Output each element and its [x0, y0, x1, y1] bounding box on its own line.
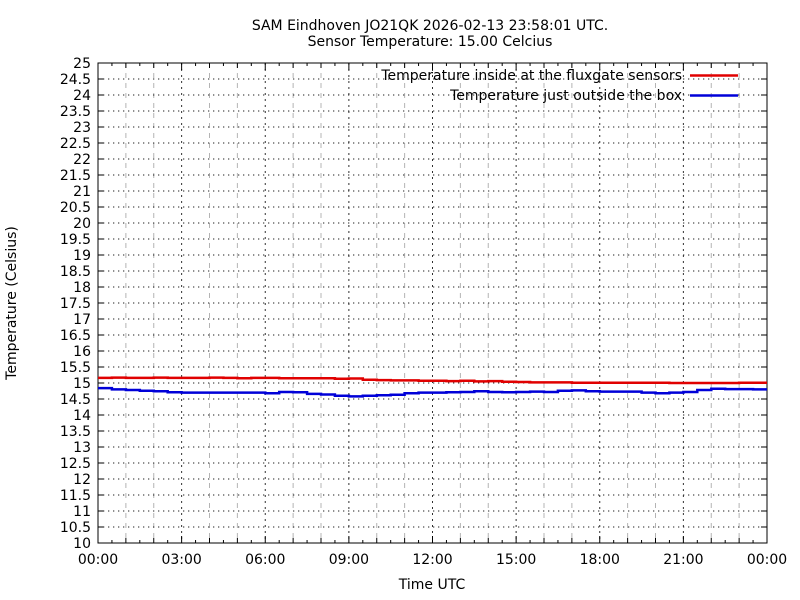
y-tick-label: 11	[73, 504, 91, 520]
y-tick-label: 13.5	[60, 424, 91, 440]
y-tick-label: 20	[73, 216, 91, 232]
x-tick-label: 00:00	[747, 552, 787, 568]
legend-label-inside: Temperature inside at the fluxgate senso…	[380, 68, 682, 84]
y-tick-label: 19.5	[60, 232, 91, 248]
data-series	[98, 376, 767, 398]
y-tick-label: 21	[73, 184, 91, 200]
y-tick-labels: 1010.51111.51212.51313.51414.51515.51616…	[60, 56, 91, 552]
x-axis-label: Time UTC	[398, 577, 466, 593]
y-tick-label: 12.5	[60, 456, 91, 472]
y-tick-label: 17	[73, 312, 91, 328]
y-tick-label: 23.5	[60, 104, 91, 120]
x-tick-label: 12:00	[412, 552, 452, 568]
y-tick-label: 18.5	[60, 264, 91, 280]
y-tick-label: 22	[73, 152, 91, 168]
y-tick-label: 15.5	[60, 360, 91, 376]
y-tick-label: 23	[73, 120, 91, 136]
x-tick-label: 00:00	[78, 552, 118, 568]
y-tick-label: 14.5	[60, 392, 91, 408]
y-tick-label: 24	[73, 88, 91, 104]
x-tick-label: 21:00	[663, 552, 703, 568]
x-tick-labels: 00:00 03:00 06:00 09:00 12:00 15:00 18:00 21:00…	[78, 552, 787, 568]
y-tick-label: 10	[73, 536, 91, 552]
y-tick-label: 18	[73, 280, 91, 296]
y-tick-label: 21.5	[60, 168, 91, 184]
y-tick-label: 11.5	[60, 488, 91, 504]
y-tick-label: 24.5	[60, 72, 91, 88]
plot-area-border	[97, 62, 768, 544]
y-tick-label: 10.5	[60, 520, 91, 536]
chart-title: SAM Eindhoven JO21QK 2026-02-13 23:58:01…	[252, 18, 608, 34]
y-tick-label: 17.5	[60, 296, 91, 312]
y-tick-label: 16.5	[60, 328, 91, 344]
x-tick-label: 18:00	[580, 552, 620, 568]
y-tick-label: 19	[73, 248, 91, 264]
x-tick-label: 09:00	[329, 552, 369, 568]
y-tick-label: 25	[73, 56, 91, 72]
legend: Temperature inside at the fluxgate senso…	[380, 68, 738, 104]
legend-label-outside: Temperature just outside the box	[449, 88, 682, 104]
y-tick-label: 12	[73, 472, 91, 488]
y-axis-label: Temperature (Celsius)	[4, 226, 20, 381]
y-tick-label: 20.5	[60, 200, 91, 216]
y-tick-label: 22.5	[60, 136, 91, 152]
y-tick-label: 16	[73, 344, 91, 360]
x-tick-label: 15:00	[496, 552, 536, 568]
series-outside-line	[98, 386, 767, 398]
y-tick-label: 15	[73, 376, 91, 392]
x-tick-label: 06:00	[245, 552, 285, 568]
series-inside-line	[98, 376, 767, 385]
y-tick-label: 14	[73, 408, 91, 424]
y-tick-label: 13	[73, 440, 91, 456]
chart-subtitle: Sensor Temperature: 15.00 Celcius	[308, 34, 553, 50]
x-tick-label: 03:00	[161, 552, 201, 568]
